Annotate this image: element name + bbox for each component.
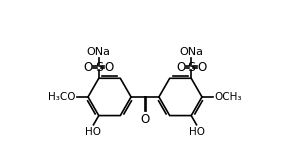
Text: S: S bbox=[95, 61, 103, 74]
Text: O: O bbox=[84, 61, 93, 74]
Text: HO: HO bbox=[86, 126, 102, 137]
Text: H₃CO: H₃CO bbox=[48, 92, 76, 102]
Text: HO: HO bbox=[188, 126, 204, 137]
Text: S: S bbox=[187, 61, 195, 74]
Text: O: O bbox=[105, 61, 114, 74]
Text: OCH₃: OCH₃ bbox=[214, 92, 242, 102]
Text: ONa: ONa bbox=[179, 47, 203, 57]
Text: O: O bbox=[176, 61, 185, 74]
Text: O: O bbox=[140, 113, 150, 126]
Text: ONa: ONa bbox=[87, 47, 111, 57]
Text: O: O bbox=[197, 61, 206, 74]
